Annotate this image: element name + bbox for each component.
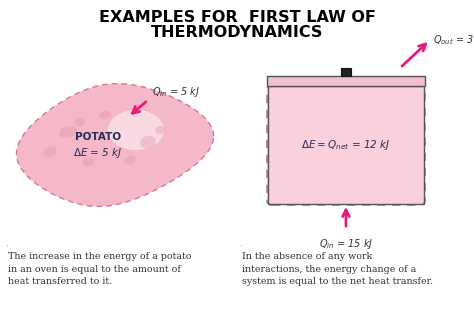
Polygon shape [17,83,214,206]
Text: $Q_{out}$ = 3 kJ: $Q_{out}$ = 3 kJ [433,33,474,47]
Text: $Q_{in}$ = 15 kJ: $Q_{in}$ = 15 kJ [319,237,373,251]
Text: POTATO: POTATO [75,132,121,142]
Polygon shape [108,110,164,150]
Ellipse shape [75,118,85,126]
Text: The increase in the energy of a potato
in an oven is equal to the amount of
heat: The increase in the energy of a potato i… [8,252,191,286]
Ellipse shape [99,111,111,119]
Text: EXAMPLES FOR  FIRST LAW OF: EXAMPLES FOR FIRST LAW OF [99,10,375,25]
Text: $\Delta E$ = 5 kJ: $\Delta E$ = 5 kJ [73,146,123,160]
Text: .: . [240,238,243,248]
Ellipse shape [43,147,57,157]
Ellipse shape [155,126,165,134]
Text: $Q_{in}$ = 5 kJ: $Q_{in}$ = 5 kJ [152,85,200,99]
Text: THERMODYNAMICS: THERMODYNAMICS [151,25,323,40]
FancyBboxPatch shape [267,76,425,86]
Text: In the absence of any work
interactions, the energy change of a
system is equal : In the absence of any work interactions,… [242,252,433,286]
Text: $\Delta E = Q_{net}$ = 12 kJ: $\Delta E = Q_{net}$ = 12 kJ [301,138,391,152]
Text: .: . [6,238,9,248]
FancyBboxPatch shape [267,85,425,205]
Ellipse shape [124,156,136,164]
Ellipse shape [59,126,77,138]
Ellipse shape [82,158,94,166]
Ellipse shape [140,136,156,148]
FancyBboxPatch shape [341,68,351,76]
